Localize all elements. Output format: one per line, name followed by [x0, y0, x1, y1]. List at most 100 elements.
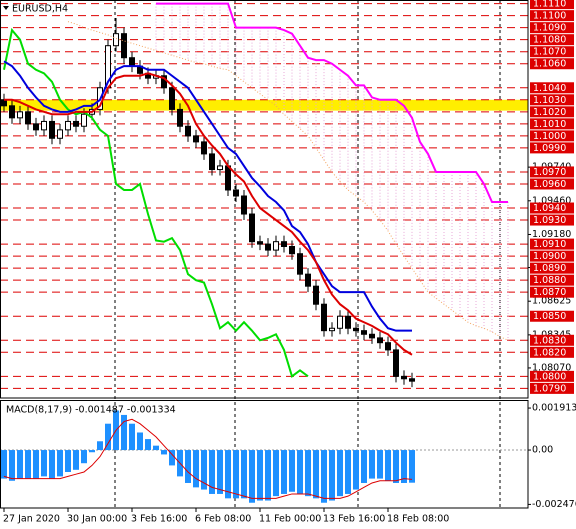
- histogram-bar: [89, 450, 95, 453]
- x-tick-label: 27 Jan 2020: [3, 514, 60, 525]
- candle-body: [337, 315, 343, 329]
- candle-body: [281, 241, 287, 247]
- indicator-line: [67, 21, 509, 341]
- histogram-bar: [169, 450, 175, 466]
- histogram-bar: [209, 450, 215, 494]
- x-tick-label: 3 Feb 16:00: [131, 514, 187, 525]
- histogram-bar: [401, 450, 407, 483]
- histogram-bar: [105, 423, 111, 451]
- histogram-bar: [9, 450, 15, 481]
- y-tick-label: 1.08070: [532, 362, 571, 373]
- level-label-box: [530, 214, 574, 226]
- histogram-bar: [393, 450, 399, 483]
- level-label: 1.0870: [533, 287, 566, 298]
- candle-body: [321, 303, 327, 332]
- level-label: 1.1100: [533, 11, 566, 22]
- histogram-bar: [329, 450, 335, 501]
- level-label: 1.0880: [533, 275, 566, 286]
- level-label: 1.0790: [533, 383, 566, 394]
- level-label-box: [530, 334, 574, 346]
- histogram-bar: [49, 450, 55, 479]
- candle-body: [409, 378, 415, 382]
- histogram-bar: [321, 450, 327, 503]
- histogram-bar: [97, 441, 103, 451]
- level-label: 1.1010: [533, 119, 566, 130]
- candle-body: [361, 330, 367, 335]
- histogram-bar: [161, 450, 167, 455]
- candle-body: [57, 129, 63, 139]
- candle-body: [265, 243, 271, 251]
- level-label: 1.1000: [533, 131, 566, 142]
- histogram-bar: [73, 450, 79, 470]
- level-label-box: [530, 202, 574, 214]
- candle-body: [369, 333, 375, 339]
- x-tick-label: 13 Feb 16:00: [323, 514, 385, 525]
- candle-body: [401, 375, 407, 380]
- candle-body: [353, 327, 359, 332]
- level-label: 1.1030: [533, 95, 566, 106]
- candle-body: [313, 285, 319, 305]
- histogram-bar: [81, 450, 87, 464]
- candle-body: [113, 33, 119, 47]
- x-tick-label: 6 Feb 08:00: [195, 514, 251, 525]
- candle-body: [241, 195, 247, 215]
- level-label-box: [530, 370, 574, 382]
- histogram-bar: [369, 450, 375, 479]
- indicator-line: [3, 60, 412, 332]
- y-tick-label: 1.08625: [532, 296, 571, 307]
- level-label: 1.1020: [533, 107, 566, 118]
- candle-body: [185, 125, 191, 137]
- level-label: 1.0800: [533, 371, 566, 382]
- indicator-line: [4, 72, 413, 356]
- candle-body: [33, 123, 39, 131]
- histogram-bar: [193, 450, 199, 488]
- candle-body: [25, 111, 31, 125]
- histogram-bar: [57, 450, 63, 477]
- candle-body: [81, 113, 87, 127]
- candle-body: [249, 213, 255, 243]
- level-label: 1.0910: [533, 239, 566, 250]
- macd-frame: [0, 400, 529, 509]
- level-label-box: [530, 46, 574, 58]
- level-label-box: [530, 346, 574, 358]
- x-tick-label: 30 Jan 00:00: [67, 514, 127, 525]
- level-label: 1.1090: [533, 23, 566, 34]
- histogram-bar: [337, 450, 343, 497]
- histogram-bar: [145, 439, 151, 451]
- candle-body: [289, 245, 295, 255]
- histogram-bar: [137, 432, 143, 451]
- histogram-bar: [305, 450, 311, 497]
- indicator-line: [156, 2, 508, 204]
- level-label-box: [530, 118, 574, 130]
- level-label: 1.1110: [533, 0, 566, 10]
- level-label-box: [530, 286, 574, 298]
- level-label-box: [530, 262, 574, 274]
- histogram-bar: [201, 450, 207, 490]
- level-label: 1.0930: [533, 215, 566, 226]
- level-label: 1.1070: [533, 47, 566, 58]
- histogram-bar: [385, 450, 391, 481]
- candle-body: [121, 33, 127, 59]
- level-label-box: [530, 274, 574, 286]
- histogram-bar: [217, 450, 223, 494]
- candle-body: [225, 165, 231, 191]
- y-tick-label: 1.09180: [532, 229, 571, 240]
- histogram-bar: [1, 450, 7, 479]
- level-label: 1.0830: [533, 335, 566, 346]
- level-label-box: [530, 130, 574, 142]
- level-label: 1.0820: [533, 347, 566, 358]
- histogram-bar: [129, 423, 135, 451]
- histogram-bar: [313, 450, 319, 499]
- candle-body: [345, 315, 351, 329]
- level-label-box: [530, 82, 574, 94]
- level-label-box: [530, 238, 574, 250]
- histogram-bar: [65, 450, 71, 472]
- y-tick-label: 1.09460: [532, 195, 571, 206]
- level-label: 1.0900: [533, 251, 566, 262]
- indicator-title: MACD(8,17,9) -0.001487 -0.001334: [6, 405, 176, 416]
- candle-body: [169, 87, 175, 110]
- histogram-bar: [257, 450, 263, 501]
- signal-line: [3, 418, 413, 499]
- indicator-line: [3, 27, 309, 379]
